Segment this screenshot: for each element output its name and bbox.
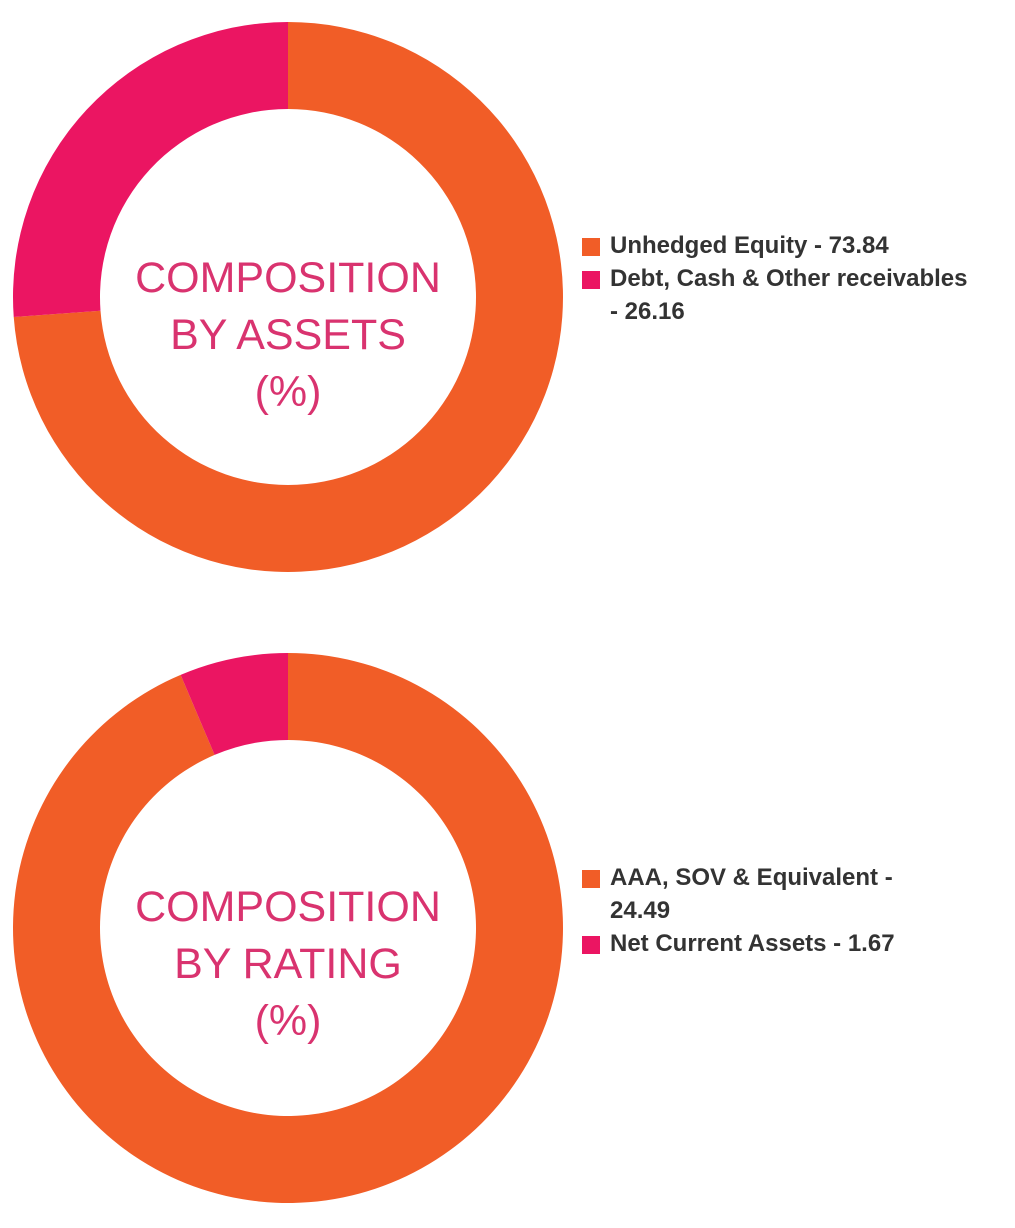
center-title-line-2: BY ASSETS bbox=[170, 311, 406, 359]
legend-label: AAA, SOV & Equivalent - bbox=[610, 864, 893, 891]
legend-swatch-pink bbox=[582, 936, 600, 954]
legend-label-continuation: 24.49 bbox=[610, 897, 671, 924]
legend-swatch-orange bbox=[582, 238, 600, 256]
donut-slice-net-current-assets bbox=[180, 653, 288, 755]
composition-by-rating-chart: COMPOSITION BY RATING (%) AAA, SOV & Equ… bbox=[0, 653, 1015, 1203]
composition-by-rating-center-title: COMPOSITION BY RATING (%) bbox=[88, 879, 488, 1050]
center-title-line-1: COMPOSITION bbox=[135, 883, 441, 931]
legend-item-net-current-assets: Net Current Assets - 1.67 bbox=[580, 927, 1010, 960]
legend-item-aaa-sov-equivalent: AAA, SOV & Equivalent - 24.49 bbox=[580, 861, 1010, 927]
legend-label: Debt, Cash & Other receivables bbox=[610, 265, 968, 292]
center-title-line-3: (%) bbox=[254, 997, 322, 1045]
center-title-line-2: BY RATING bbox=[174, 940, 402, 988]
center-title-line-1: COMPOSITION bbox=[135, 254, 441, 302]
composition-by-assets-center-title: COMPOSITION BY ASSETS (%) bbox=[88, 250, 488, 421]
legend-swatch-pink bbox=[582, 271, 600, 289]
composition-by-rating-donut bbox=[12, 653, 563, 1203]
legend-label: Net Current Assets - 1.67 bbox=[610, 930, 895, 957]
composition-by-rating-legend: AAA, SOV & Equivalent - 24.49 Net Curren… bbox=[580, 861, 1010, 960]
composition-by-assets-chart: COMPOSITION BY ASSETS (%) Unhedged Equit… bbox=[0, 22, 1015, 572]
donut-slice-aaa-sov-equivalent bbox=[12, 653, 563, 1203]
composition-by-assets-legend: Unhedged Equity - 73.84 Debt, Cash & Oth… bbox=[580, 229, 1010, 328]
legend-swatch-orange bbox=[582, 870, 600, 888]
legend-label-continuation: - 26.16 bbox=[610, 298, 685, 325]
legend-item-debt-cash-other: Debt, Cash & Other receivables - 26.16 bbox=[580, 262, 1010, 328]
legend-label: Unhedged Equity - 73.84 bbox=[610, 232, 889, 259]
legend-item-unhedged-equity: Unhedged Equity - 73.84 bbox=[580, 229, 1010, 262]
donut-slice-unhedged-equity bbox=[13, 22, 564, 572]
center-title-line-3: (%) bbox=[254, 368, 322, 416]
donut-slice-debt-cash-other-receivables bbox=[12, 22, 288, 318]
composition-by-assets-donut bbox=[12, 22, 564, 572]
